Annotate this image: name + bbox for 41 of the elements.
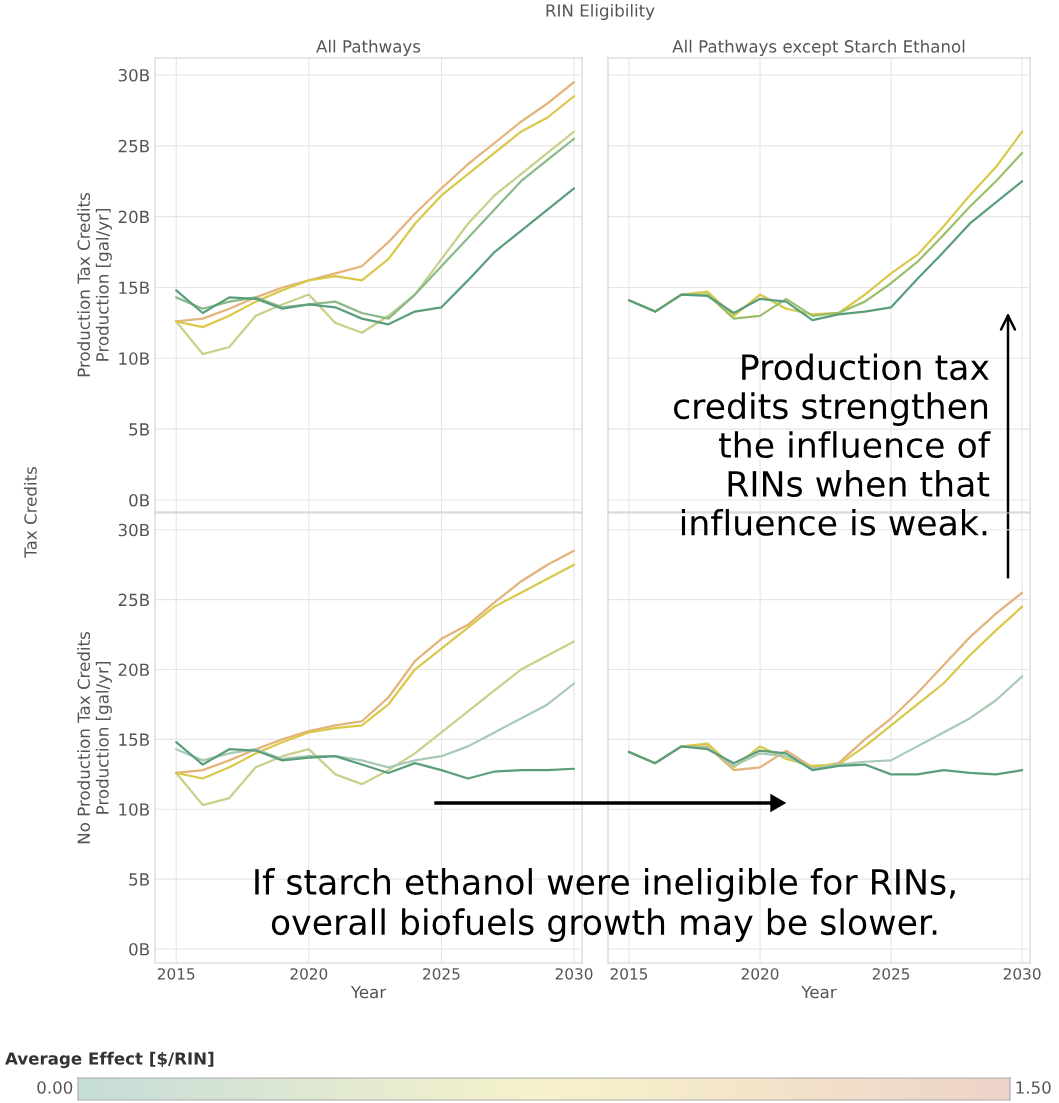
- annotation: Production tax credits strengthen the influence of RINs when that influence is weak.: [673, 353, 991, 536]
- line-series: [175, 682, 576, 769]
- x-axis-title: Year: [801, 985, 837, 999]
- color-bar-label: 0.00: [37, 1081, 73, 1094]
- y-tick-label: 30B: [118, 523, 149, 537]
- x-tick-label: 2030: [1003, 968, 1041, 980]
- x-tick-label: 2020: [290, 968, 328, 980]
- y-tick-label: 15B: [119, 281, 149, 295]
- line-series: [175, 640, 576, 807]
- chart-title: All Pathways except Starch Ethanol: [672, 39, 965, 56]
- y-tick-label: 0B: [129, 493, 149, 507]
- y-tick-label: 25B: [118, 593, 149, 607]
- x-tick-label: 2015: [157, 968, 195, 980]
- color-bar-label: 1.50: [1016, 1081, 1051, 1094]
- line-series: [175, 741, 576, 780]
- line-series: [175, 187, 576, 326]
- x-tick-label: 2025: [423, 968, 460, 980]
- y-tick-label: 25B: [118, 139, 149, 153]
- y-tick-label: 5B: [129, 423, 149, 436]
- y-tick-label: 20B: [118, 210, 149, 224]
- y-axis-title: No Production Tax Credits Production [gal/yr]: [77, 632, 112, 844]
- x-tick-label: 2030: [555, 968, 593, 980]
- x-tick-label: 2025: [872, 968, 910, 980]
- line-series: [175, 130, 576, 356]
- line-series: [175, 137, 576, 320]
- x-tick-label: 2020: [741, 968, 779, 980]
- y-tick-label: 15B: [119, 733, 149, 746]
- text: Tax Credits: [23, 467, 37, 558]
- x-axis-title: Year: [350, 985, 387, 999]
- annotation: If starch ethanol were ineligible for RINs, overall biofuels growth may be slower.: [255, 868, 955, 942]
- y-tick-label: 5B: [129, 873, 149, 886]
- chart-title: All Pathways: [316, 39, 421, 56]
- y-tick-label: 10B: [119, 352, 149, 365]
- color-bar-title: Average Effect [$/RIN]: [5, 1051, 214, 1069]
- y-tick-label: 10B: [119, 803, 149, 816]
- y-tick-label: 30B: [118, 68, 149, 82]
- y-tick-label: 0B: [129, 942, 149, 956]
- text: RIN Eligibility: [546, 3, 655, 21]
- y-tick-label: 20B: [118, 663, 149, 677]
- x-tick-label: 2015: [610, 968, 648, 980]
- y-axis-title: Production Tax Credits Production [gal/yr]: [77, 193, 112, 377]
